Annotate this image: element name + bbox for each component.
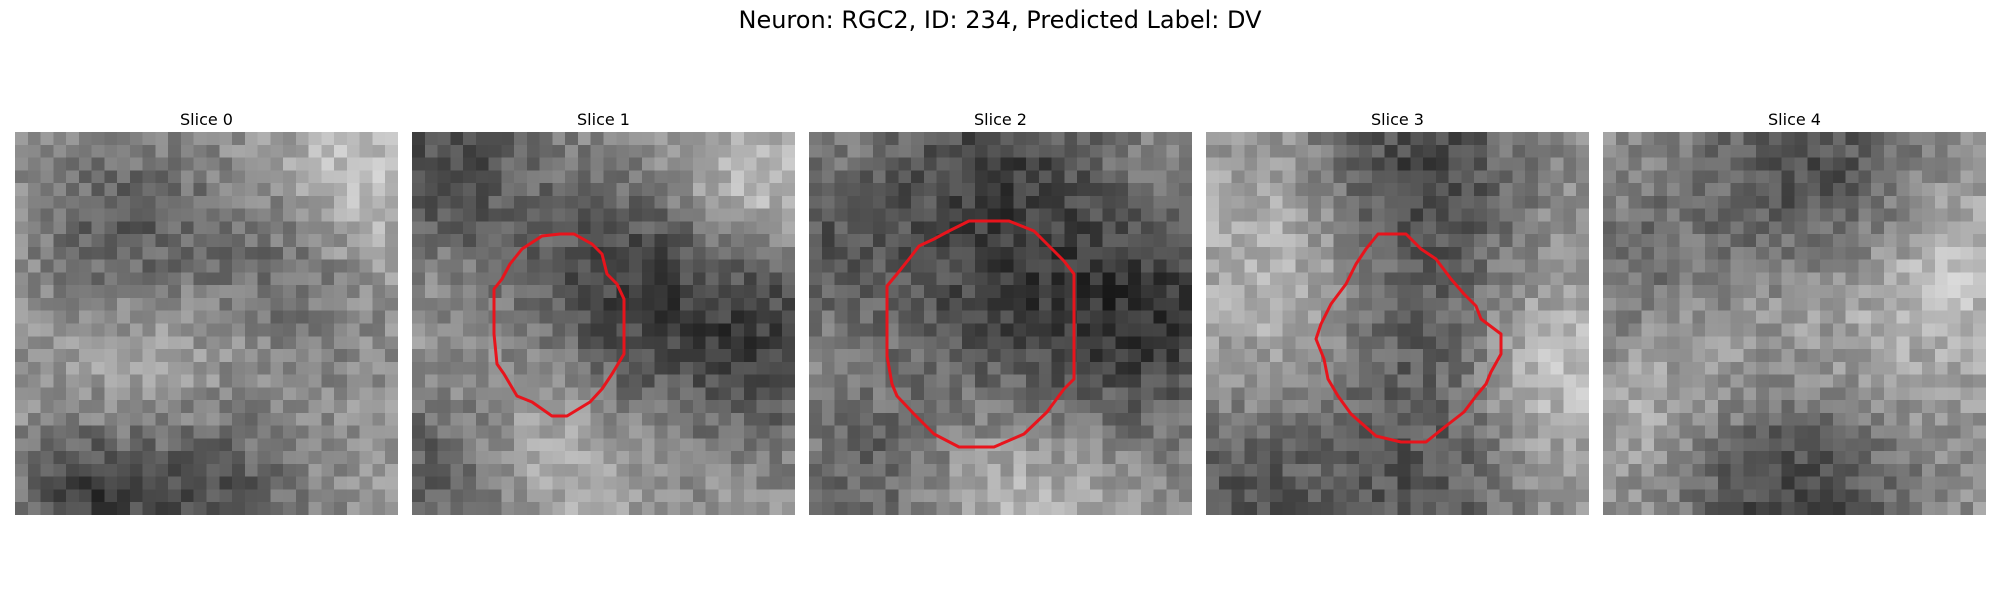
slice-panel-4: Slice 4 bbox=[1603, 108, 1986, 515]
slice-image-2 bbox=[809, 132, 1192, 515]
slice-title-1: Slice 1 bbox=[577, 110, 630, 129]
slice-image-1 bbox=[412, 132, 795, 515]
slice-image-4 bbox=[1603, 132, 1986, 515]
cell-contour-1 bbox=[492, 232, 626, 418]
slice-title-2: Slice 2 bbox=[974, 110, 1027, 129]
slice-image-0 bbox=[15, 132, 398, 515]
slice-title-3: Slice 3 bbox=[1371, 110, 1424, 129]
slice-panel-1: Slice 1 bbox=[412, 108, 795, 515]
cell-contour-3 bbox=[1314, 232, 1503, 444]
slice-image-3 bbox=[1206, 132, 1589, 515]
figure-title: Neuron: RGC2, ID: 234, Predicted Label: … bbox=[738, 6, 1262, 34]
slice-panel-3: Slice 3 bbox=[1206, 108, 1589, 515]
cell-contour-2 bbox=[885, 219, 1076, 449]
slice-panel-0: Slice 0 bbox=[15, 108, 398, 515]
slice-title-0: Slice 0 bbox=[180, 110, 233, 129]
slice-title-4: Slice 4 bbox=[1768, 110, 1821, 129]
slice-panel-2: Slice 2 bbox=[809, 108, 1192, 515]
